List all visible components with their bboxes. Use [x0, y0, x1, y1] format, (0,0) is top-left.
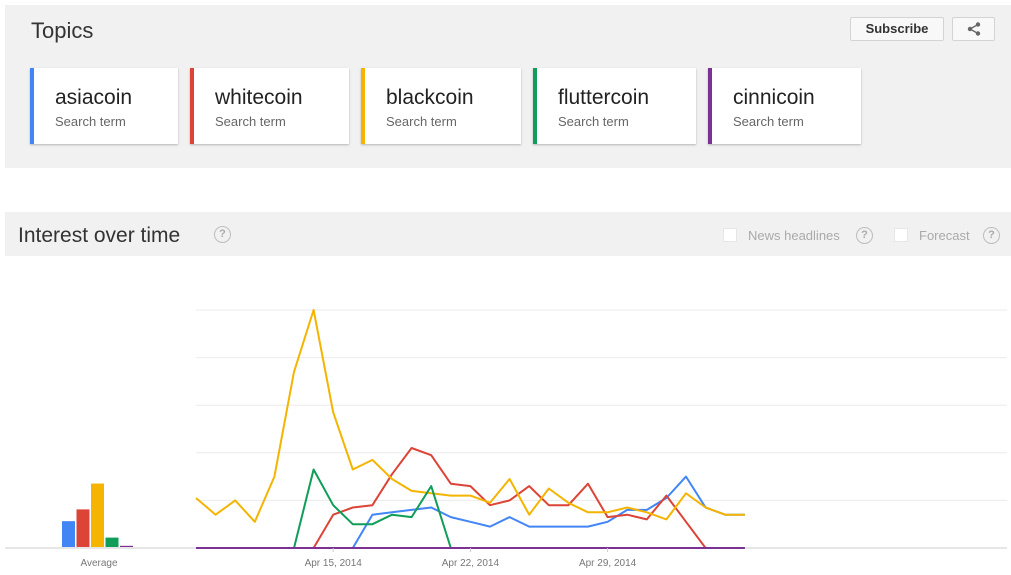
- x-tick-label: Apr 29, 2014: [579, 558, 637, 569]
- average-bar-whitecoin[interactable]: [76, 509, 90, 547]
- interest-over-time-title: Interest over time: [18, 224, 181, 247]
- average-bars: Average: [62, 483, 133, 569]
- topics-panel: Topics Subscribe asiacoin Search term wh…: [5, 5, 1011, 168]
- average-label: Average: [80, 558, 118, 569]
- term-name: cinnicoin: [733, 86, 815, 109]
- share-button[interactable]: [952, 17, 995, 41]
- term-name: fluttercoin: [558, 86, 650, 109]
- series-line-fluttercoin[interactable]: [196, 468, 745, 549]
- term-name: blackcoin: [386, 86, 474, 109]
- forecast-label: Forecast: [919, 228, 970, 243]
- x-axis-ticks: Apr 15, 2014 Apr 22, 2014 Apr 29, 2014: [305, 548, 637, 569]
- forecast-checkbox[interactable]: [894, 228, 908, 242]
- term-card-asiacoin[interactable]: asiacoin Search term: [30, 68, 178, 144]
- news-headlines-label: News headlines: [748, 228, 840, 243]
- average-bar-blackcoin[interactable]: [91, 483, 104, 547]
- average-bar-fluttercoin[interactable]: [105, 537, 119, 547]
- series-line-whitecoin[interactable]: [196, 447, 745, 549]
- interest-over-time-header: Interest over time ? News headlines ? Fo…: [5, 212, 1011, 256]
- help-icon[interactable]: ?: [214, 226, 231, 243]
- series-line-blackcoin[interactable]: [195, 309, 745, 523]
- term-name: asiacoin: [55, 86, 133, 109]
- term-type: Search term: [733, 114, 804, 129]
- chart-lines: [195, 309, 745, 549]
- share-icon: [967, 22, 981, 36]
- news-headlines-help-icon[interactable]: ?: [856, 227, 873, 244]
- subscribe-button[interactable]: Subscribe: [850, 17, 944, 41]
- term-card-whitecoin[interactable]: whitecoin Search term: [190, 68, 349, 144]
- term-type: Search term: [386, 114, 457, 129]
- x-tick-label: Apr 22, 2014: [442, 558, 500, 569]
- chart-gridlines: [5, 309, 1007, 549]
- news-headlines-checkbox[interactable]: [723, 228, 737, 242]
- x-tick-label: Apr 15, 2014: [305, 558, 363, 569]
- term-card-blackcoin[interactable]: blackcoin Search term: [361, 68, 521, 144]
- forecast-help-icon[interactable]: ?: [983, 227, 1000, 244]
- term-type: Search term: [558, 114, 629, 129]
- interest-over-time-chart: Average Apr 15, 2014 Apr 22, 2014 Apr 29, …: [5, 309, 1007, 569]
- term-name: whitecoin: [215, 86, 303, 109]
- topics-title: Topics: [31, 18, 94, 43]
- term-type: Search term: [55, 114, 126, 129]
- term-card-cinnicoin[interactable]: cinnicoin Search term: [708, 68, 861, 144]
- average-bar-cinnicoin[interactable]: [120, 545, 133, 547]
- average-bar-asiacoin[interactable]: [62, 521, 75, 547]
- term-type: Search term: [215, 114, 286, 129]
- term-card-fluttercoin[interactable]: fluttercoin Search term: [533, 68, 696, 144]
